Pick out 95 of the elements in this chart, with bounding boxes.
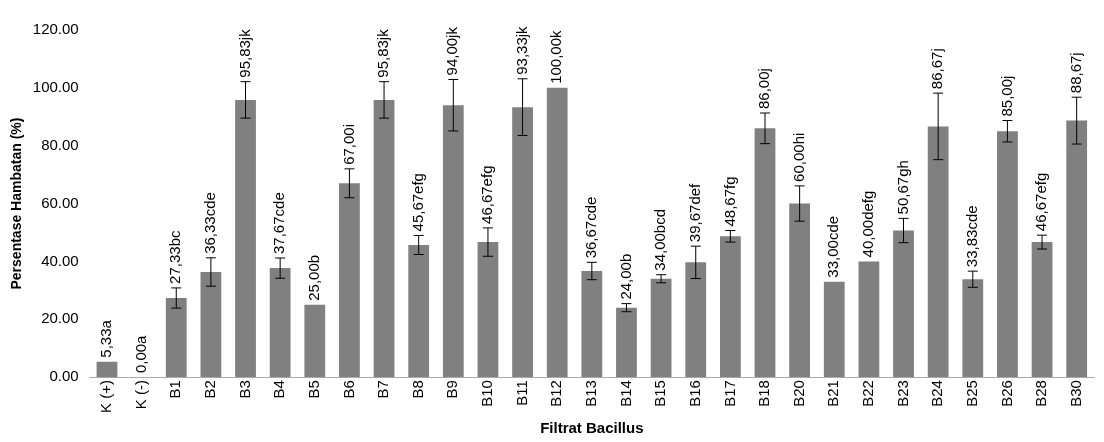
x-tick-label: B8: [408, 380, 426, 399]
bar: [1031, 242, 1053, 378]
x-tick-label: B16: [685, 380, 703, 407]
x-tick-label: B2: [201, 380, 219, 399]
bar: [235, 99, 256, 378]
x-tick-label: B20: [789, 380, 807, 407]
x-tick-label: B26: [997, 380, 1015, 407]
x-tick-label: B14: [616, 380, 634, 407]
data-label: 88,67j: [1066, 52, 1084, 94]
data-label: 36,67cde: [581, 196, 599, 259]
bar: [512, 107, 533, 378]
data-label: 60,00hi: [789, 132, 807, 182]
data-label: 46,67efg: [1032, 172, 1050, 232]
x-tick-label: B15: [651, 380, 669, 407]
bar: [442, 105, 464, 378]
data-label: 46,67efg: [478, 165, 496, 224]
x-tick-label: B28: [1032, 380, 1050, 407]
bar: [719, 236, 741, 378]
x-tick-label: B30: [1066, 380, 1084, 407]
x-tick-label: B18: [755, 380, 773, 407]
x-tick-label: B22: [859, 380, 877, 407]
x-tick-label: B24: [928, 380, 946, 407]
bar: [304, 304, 326, 378]
y-axis-title: Persentase Hambatan (%): [8, 117, 25, 290]
data-label: 95,83jk: [235, 28, 253, 78]
data-label: 37,67cde: [270, 192, 288, 254]
data-label: 95,83jk: [374, 28, 392, 78]
bar: [165, 298, 187, 378]
data-label: 40,00defg: [859, 190, 877, 258]
y-tick-label: 80.00: [41, 135, 79, 153]
x-tick-label: K (-): [131, 380, 149, 410]
bar: [1066, 120, 1088, 378]
data-label: 27,33bc: [166, 230, 184, 284]
data-label: 0,00a: [131, 334, 149, 374]
bar: [789, 203, 811, 378]
data-label: 50,67gh: [893, 160, 911, 215]
bar: [546, 87, 568, 378]
x-tick-label: B12: [547, 380, 565, 407]
x-tick-label: B13: [581, 380, 599, 407]
x-tick-label: B25: [962, 380, 980, 407]
data-label: 85,00j: [997, 75, 1015, 117]
x-tick-label: B3: [235, 380, 253, 399]
data-label: 45,67efg: [408, 173, 426, 232]
x-tick-label: B4: [270, 380, 288, 399]
x-tick-label: B17: [720, 380, 738, 407]
x-tick-label: B11: [512, 380, 530, 406]
bar: [685, 262, 707, 378]
data-label: 25,00b: [304, 254, 322, 301]
bar: [581, 271, 603, 378]
data-label: 100,00k: [547, 29, 565, 84]
x-tick-label: B6: [339, 380, 357, 399]
x-tick-label: B1: [166, 380, 184, 399]
bar: [477, 242, 499, 378]
data-label: 36,33cde: [201, 192, 219, 254]
bar: [858, 261, 880, 378]
data-label: 86,00j: [755, 68, 773, 110]
data-label: 33,83cde: [962, 205, 980, 268]
y-tick-label: 0.00: [49, 367, 79, 385]
x-tick-label: K (+): [97, 380, 115, 414]
x-tick-label: B5: [304, 380, 322, 399]
bar: [927, 126, 949, 378]
data-label: 33,00cde: [824, 215, 842, 278]
data-label: 86,67j: [928, 48, 946, 90]
bar: [823, 281, 845, 378]
x-tick-label: B9: [443, 380, 461, 399]
bar: [616, 307, 637, 378]
y-tick-label: 120.00: [32, 20, 79, 38]
bar: [650, 278, 672, 378]
bar: [408, 244, 430, 378]
data-label: 94,00jk: [443, 26, 461, 76]
y-tick-label: 40.00: [41, 251, 79, 269]
data-label: 5,33a: [97, 319, 115, 358]
data-label: 67,00i: [339, 123, 357, 165]
data-label: 24,00b: [616, 253, 634, 300]
bar: [339, 183, 360, 378]
bar: [893, 230, 914, 378]
bar: [269, 268, 291, 378]
bar: [962, 279, 984, 378]
y-tick-label: 100.00: [32, 77, 79, 95]
x-axis-title: Filtrat Bacillus: [540, 419, 644, 437]
bar: [373, 99, 395, 378]
x-tick-label: B10: [478, 380, 496, 407]
y-tick-label: 60.00: [41, 193, 79, 211]
data-label: 93,33jk: [512, 25, 530, 75]
bar: [200, 272, 222, 378]
x-tick-label: B23: [893, 380, 911, 407]
x-tick-label: B7: [374, 380, 392, 399]
data-label: 48,67fg: [720, 176, 738, 227]
bar: [997, 131, 1018, 378]
data-label: 34,00bcd: [651, 208, 669, 271]
y-tick-label: 20.00: [41, 309, 79, 327]
x-tick-label: B21: [824, 380, 842, 407]
bar: [754, 128, 776, 378]
bar: [96, 361, 118, 378]
data-label: 39,67def: [685, 182, 703, 243]
